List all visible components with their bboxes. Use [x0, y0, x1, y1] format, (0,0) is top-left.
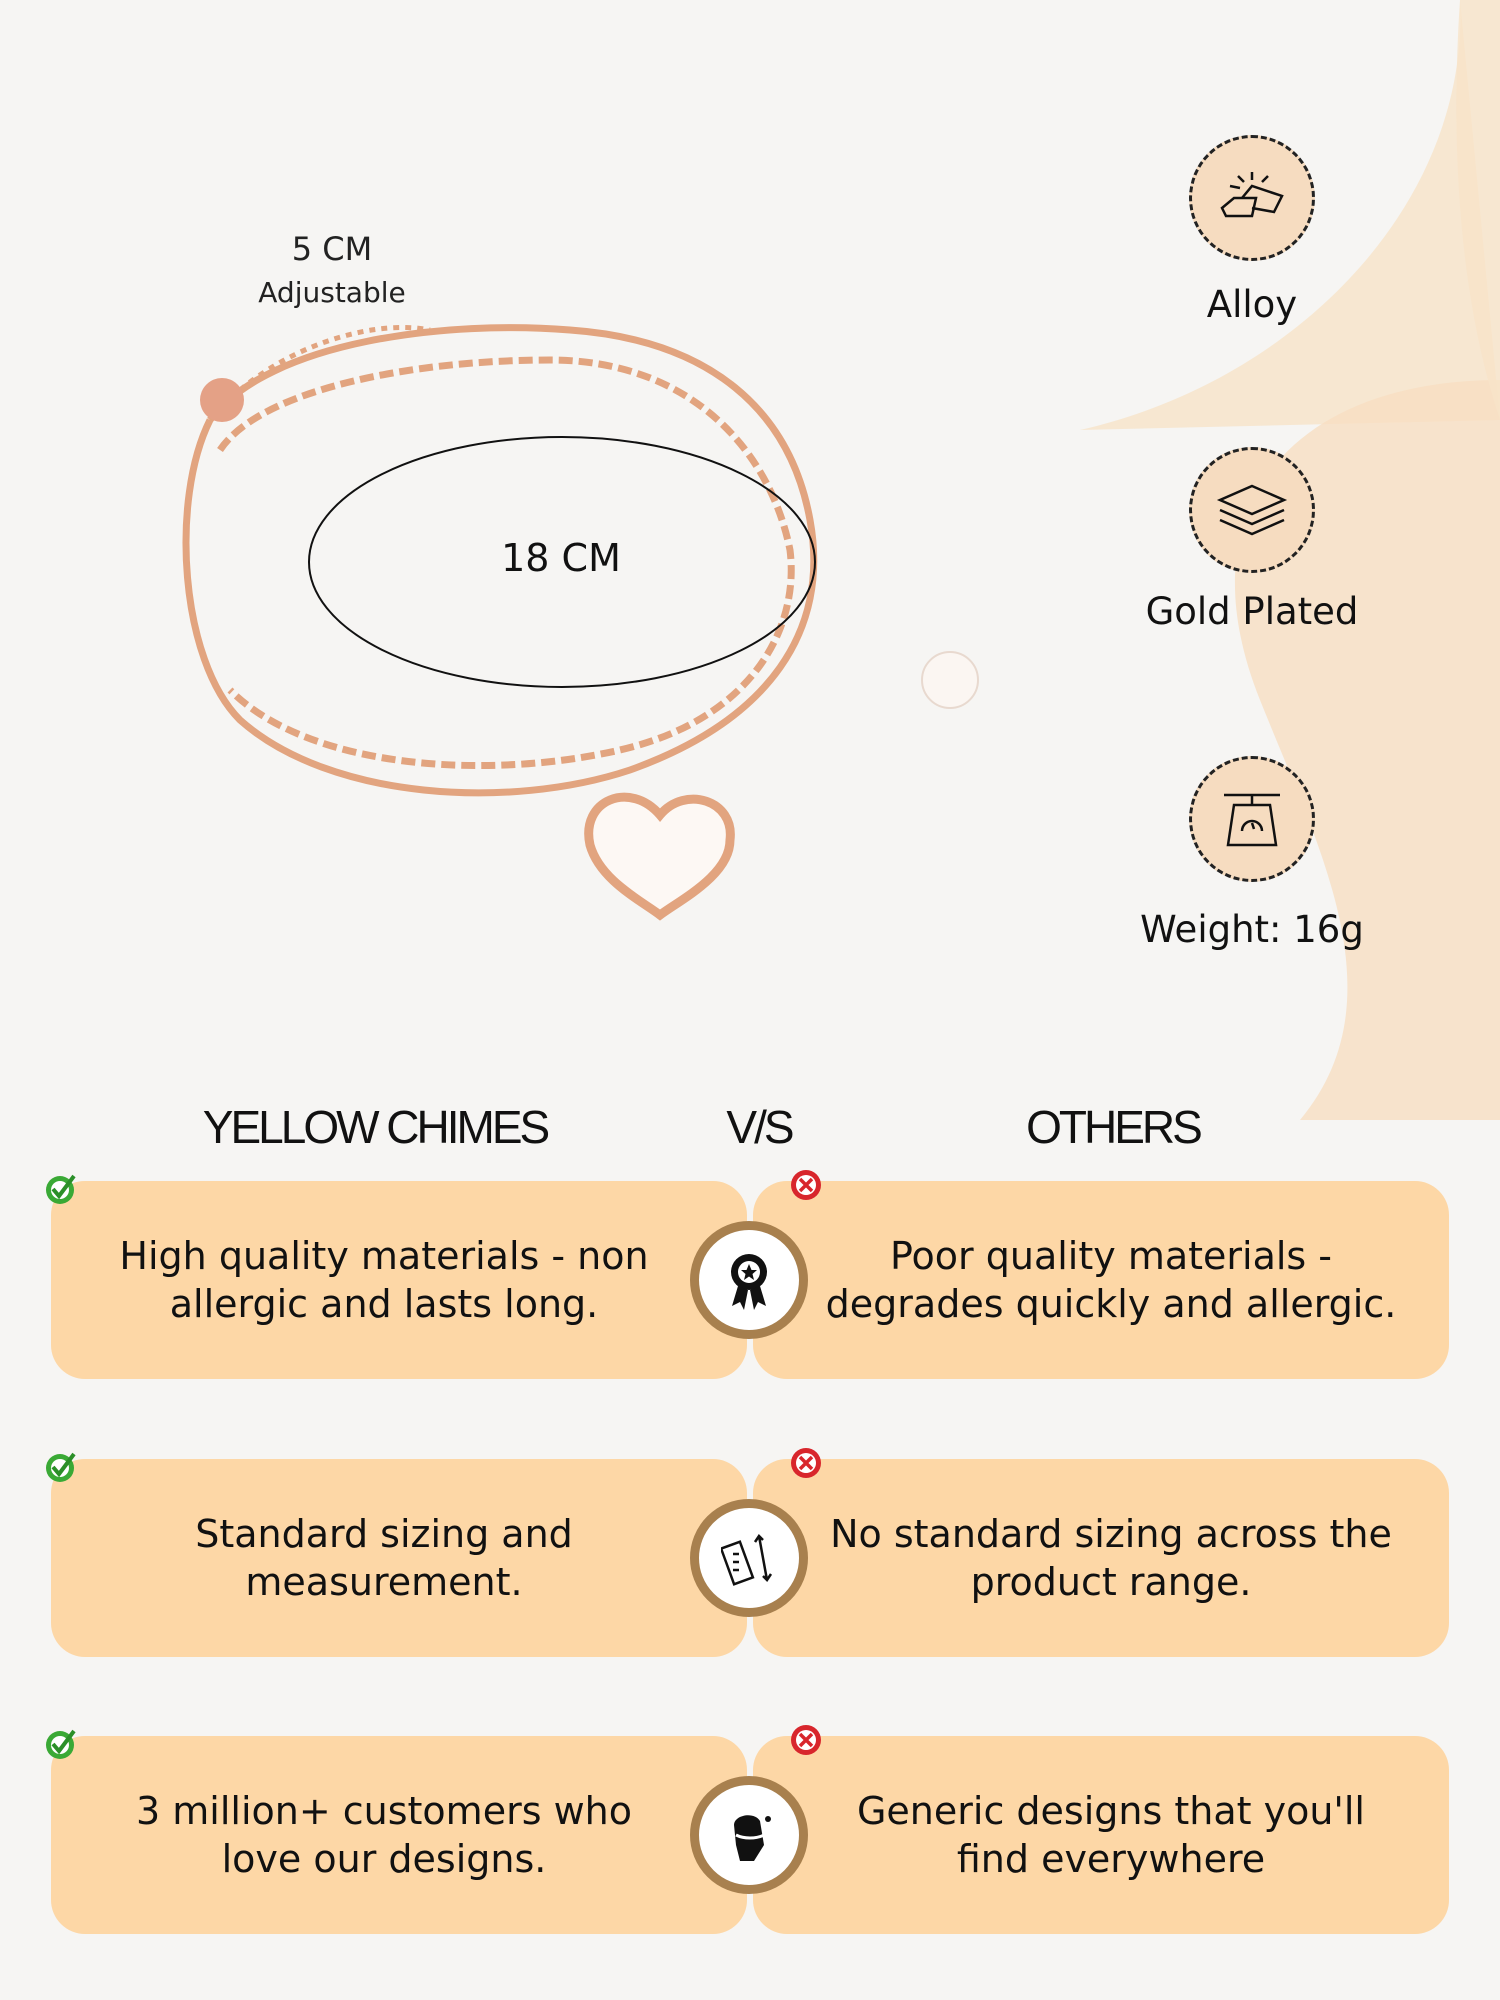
ours-point-2: Standard sizing and measurement. — [51, 1459, 747, 1657]
ruler-icon — [690, 1499, 808, 1617]
bracelet-image — [182, 324, 979, 921]
bracelet-length: 18 CM — [501, 536, 621, 580]
theirs-text: No standard sizing across the product ra… — [830, 1512, 1392, 1604]
ours-point-3: 3 million+ customers who love our design… — [51, 1736, 747, 1934]
theirs-text: Poor quality materials - degrades quickl… — [825, 1234, 1397, 1326]
ours-point-1: High quality materials - non allergic an… — [51, 1181, 747, 1379]
scale-icon — [1189, 756, 1315, 882]
ours-text: Standard sizing and measurement. — [195, 1512, 573, 1604]
feature-weight: Weight: 16g — [1140, 908, 1364, 951]
cross-icon — [791, 1170, 821, 1200]
check-icon — [46, 1174, 76, 1204]
theirs-point-2: No standard sizing across the product ra… — [753, 1459, 1449, 1657]
extension-length: 5 CM — [291, 230, 373, 268]
theirs-point-1: Poor quality materials - degrades quickl… — [753, 1181, 1449, 1379]
check-icon — [46, 1452, 76, 1482]
vs-heading: V/S — [726, 1101, 794, 1153]
feature-plating: Gold Plated — [1145, 590, 1359, 633]
brand-heading: YELLOW CHIMES — [202, 1101, 550, 1153]
cross-icon — [791, 1448, 821, 1478]
wrist-size-ellipse — [308, 436, 816, 688]
theirs-point-3: Generic designs that you'll find everywh… — [753, 1736, 1449, 1934]
gold-bars-icon — [1189, 135, 1315, 261]
ours-text: High quality materials - non allergic an… — [119, 1234, 649, 1326]
award-badge-icon — [690, 1221, 808, 1339]
hand-bracelet-icon — [690, 1776, 808, 1894]
adjustable-label: Adjustable — [258, 276, 406, 309]
theirs-text: Generic designs that you'll find everywh… — [856, 1789, 1365, 1881]
feature-material: Alloy — [1206, 283, 1298, 326]
layers-icon — [1189, 447, 1315, 573]
check-icon — [46, 1729, 76, 1759]
ours-text: 3 million+ customers who love our design… — [136, 1789, 632, 1881]
cross-icon — [791, 1725, 821, 1755]
others-heading: OTHERS — [1026, 1101, 1203, 1153]
